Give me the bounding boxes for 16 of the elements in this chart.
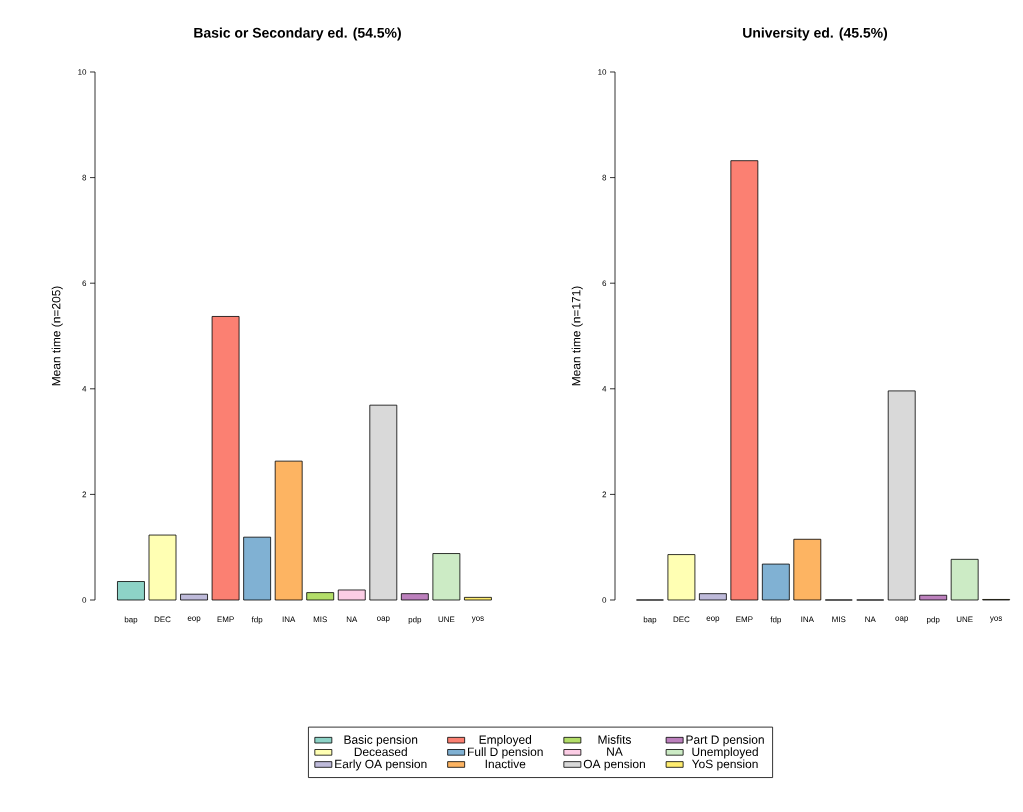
legend-label: Basic pension [344,735,418,747]
legend-label: Early OA pension [335,759,427,771]
legend-label: Part D pension [686,735,764,747]
legend-label: Full D pension [468,747,543,759]
legend-label: OA pension [583,759,645,771]
chart-title: Basic or Secondary ed. (54.5%) [194,27,401,41]
legend-label: Deceased [354,747,407,757]
legend-label: Unemployed [692,747,758,759]
chart-title: University ed. (45.5%) [743,27,888,41]
legend-label: Misfits [598,735,631,744]
legend-label: Employed [479,735,532,747]
legend-label: YoS pension [691,759,758,771]
legend-label: NA [607,747,623,756]
y-axis-title: Mean time (n=171) [571,286,583,386]
legend-label: Inactive [485,759,526,769]
y-axis-title: Mean time (n=205) [51,286,63,386]
